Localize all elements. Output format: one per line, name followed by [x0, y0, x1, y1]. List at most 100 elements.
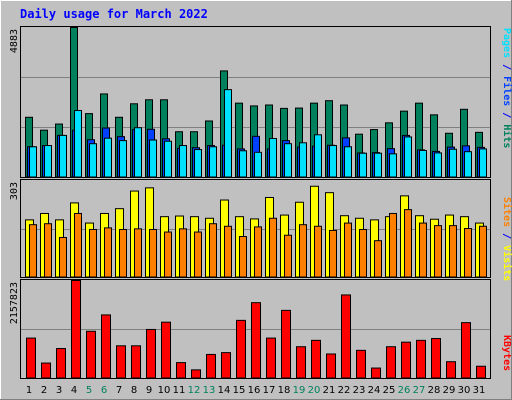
bar-kbytes-day-24 — [371, 367, 381, 379]
bar-pages-day-11 — [179, 145, 187, 178]
bar-kbytes-day-19 — [296, 346, 306, 379]
day-label-14: 14 — [218, 385, 231, 396]
day-label-23: 23 — [353, 385, 366, 396]
bar-kbytes-day-12 — [191, 369, 201, 379]
bar-kbytes-day-5 — [86, 330, 96, 379]
bar-pages-day-23 — [359, 152, 367, 178]
bar-kbytes-day-17 — [266, 337, 276, 379]
bar-sites-day-27 — [419, 222, 427, 278]
bar-sites-day-14 — [224, 225, 232, 278]
bar-kbytes-day-7 — [116, 345, 126, 379]
day-label-1: 1 — [26, 385, 32, 396]
bar-pages-day-4 — [74, 110, 82, 178]
legend-sep-2: / — [501, 106, 512, 124]
day-label-7: 7 — [116, 385, 122, 396]
legend-kbytes: KBytes — [501, 335, 512, 371]
bar-kbytes-day-11 — [176, 362, 186, 379]
day-label-17: 17 — [263, 385, 276, 396]
bar-kbytes-day-30 — [461, 322, 471, 379]
bottom-ymax-label: 2157823 — [9, 282, 20, 324]
legend-sep-1: / — [501, 58, 512, 76]
bar-pages-day-24 — [374, 152, 382, 178]
day-label-4: 4 — [71, 385, 77, 396]
top-ymax-label: 4883 — [9, 29, 20, 53]
bar-sites-day-24 — [374, 240, 382, 278]
bar-kbytes-day-8 — [131, 345, 141, 379]
bar-sites-day-25 — [389, 212, 397, 278]
bar-pages-day-17 — [269, 137, 277, 178]
bar-sites-day-18 — [284, 234, 292, 278]
day-label-10: 10 — [158, 385, 171, 396]
bar-sites-day-21 — [329, 229, 337, 278]
bar-sites-day-29 — [449, 225, 457, 278]
bar-kbytes-day-3 — [56, 348, 66, 379]
bar-kbytes-day-25 — [386, 346, 396, 379]
bar-sites-day-20 — [314, 225, 322, 278]
legend-files: Files — [501, 76, 512, 106]
bar-pages-day-27 — [419, 149, 427, 178]
middle-ymax-label: 303 — [9, 182, 20, 200]
bar-pages-day-28 — [434, 152, 442, 178]
day-label-12: 12 — [188, 385, 201, 396]
bar-sites-day-9 — [149, 228, 157, 278]
bar-pages-day-6 — [104, 137, 112, 178]
legend-hits: Hits — [501, 124, 512, 148]
day-label-2: 2 — [41, 385, 47, 396]
day-label-13: 13 — [203, 385, 216, 396]
svg-text:Sites / Visits: Sites / Visits — [501, 197, 512, 281]
day-label-9: 9 — [146, 385, 152, 396]
bar-kbytes-day-21 — [326, 353, 336, 379]
bar-sites-day-5 — [89, 228, 97, 278]
bar-pages-day-15 — [239, 150, 247, 178]
bar-sites-day-30 — [464, 228, 472, 278]
bar-pages-day-12 — [194, 149, 202, 178]
bar-kbytes-day-28 — [431, 338, 441, 379]
day-label-31: 31 — [473, 385, 486, 396]
legend-middle: Sites / Visits — [501, 197, 512, 281]
bar-sites-day-16 — [254, 226, 262, 278]
day-label-16: 16 — [248, 385, 261, 396]
bar-kbytes-day-27 — [416, 339, 426, 379]
day-label-27: 27 — [413, 385, 426, 396]
bar-pages-day-19 — [299, 142, 307, 178]
bar-pages-day-14 — [224, 89, 232, 178]
bar-kbytes-day-9 — [146, 328, 156, 379]
bar-kbytes-day-2 — [41, 362, 51, 379]
bar-sites-day-4 — [74, 212, 82, 278]
bar-kbytes-day-4 — [71, 280, 81, 379]
day-label-19: 19 — [293, 385, 306, 396]
bar-sites-day-19 — [299, 224, 307, 278]
bar-kbytes-day-1 — [26, 337, 36, 379]
bar-pages-day-30 — [464, 151, 472, 178]
bar-kbytes-day-23 — [356, 349, 366, 379]
bar-kbytes-day-13 — [206, 353, 216, 379]
day-label-5: 5 — [86, 385, 92, 396]
bar-kbytes-day-14 — [221, 352, 231, 379]
bar-sites-day-28 — [434, 225, 442, 278]
bar-kbytes-day-20 — [311, 339, 321, 379]
bar-pages-day-13 — [209, 146, 217, 178]
day-label-3: 3 — [56, 385, 62, 396]
bar-pages-day-2 — [44, 145, 52, 178]
bar-pages-day-1 — [29, 146, 37, 178]
bar-sites-day-15 — [239, 236, 247, 278]
day-label-22: 22 — [338, 385, 351, 396]
bar-pages-day-26 — [404, 136, 412, 178]
bar-sites-day-22 — [344, 222, 352, 278]
day-label-21: 21 — [323, 385, 336, 396]
bar-sites-day-31 — [479, 225, 487, 278]
bar-kbytes-day-31 — [476, 365, 486, 379]
bar-sites-day-1 — [29, 224, 37, 278]
bar-sites-day-23 — [359, 228, 367, 278]
bar-sites-day-17 — [269, 217, 277, 278]
day-label-11: 11 — [173, 385, 186, 396]
bar-pages-day-20 — [314, 134, 322, 178]
day-label-25: 25 — [383, 385, 396, 396]
bar-pages-day-18 — [284, 143, 292, 178]
bar-pages-day-16 — [254, 151, 262, 178]
bar-pages-day-25 — [389, 153, 397, 178]
day-label-26: 26 — [398, 385, 411, 396]
legend-sep-3: / — [501, 227, 512, 245]
day-label-29: 29 — [443, 385, 456, 396]
bar-pages-day-7 — [119, 140, 127, 178]
